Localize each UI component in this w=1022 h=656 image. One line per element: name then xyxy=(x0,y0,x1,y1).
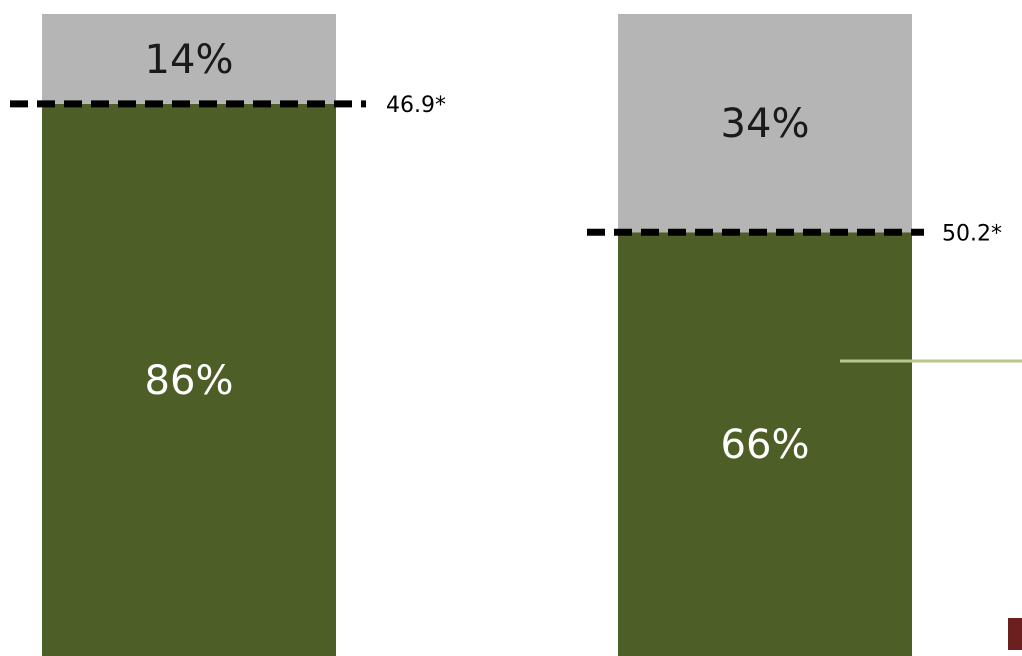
bar-label-1-2: 14% xyxy=(145,37,234,83)
reference-label-2: 50.2* xyxy=(942,221,1002,246)
bar-label-1-1: 86% xyxy=(145,358,234,404)
bar-segment-2-2 xyxy=(618,14,912,233)
corner-mark xyxy=(1008,618,1022,650)
bar-label-2-1: 66% xyxy=(721,422,810,468)
bar-segment-1-1 xyxy=(42,103,336,656)
bar-label-2-2: 34% xyxy=(721,101,810,147)
reference-lines-group: 46.9* 50.2* xyxy=(10,93,1002,246)
reference-label-1: 46.9* xyxy=(386,93,446,118)
bar-segment-2-1 xyxy=(618,232,912,656)
bar-segment-1-2 xyxy=(42,14,336,104)
bars-group: 86% 14% 66% 34% xyxy=(42,14,912,656)
